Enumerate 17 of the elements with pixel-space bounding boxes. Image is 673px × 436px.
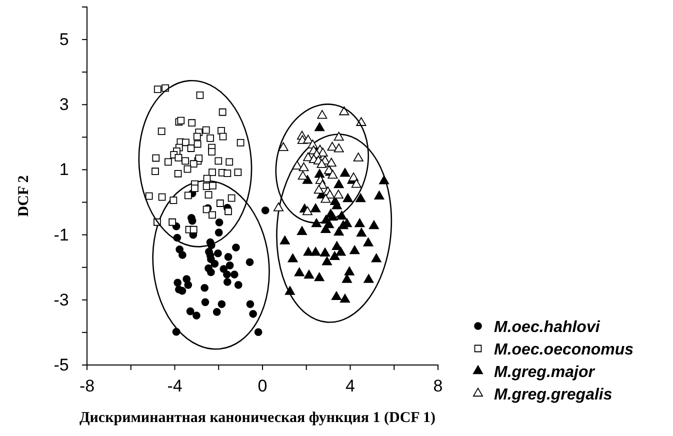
legend-label: M.greg.gregalis (494, 386, 612, 404)
legend-label: M.oec.hahlovi (494, 319, 600, 336)
y-axis-title: DCF 2 (16, 175, 32, 217)
y-tick-label: -3 (54, 290, 69, 310)
y-tick-label: 1 (59, 160, 69, 180)
x-tick-label: 4 (346, 376, 355, 396)
y-tick-label: -5 (54, 355, 69, 374)
x-tick-label: 0 (258, 376, 268, 396)
x-axis-title: Дискриминантная каноническая функция 1 (DCF 1) (79, 410, 436, 426)
y-tick-label: -1 (54, 225, 69, 244)
x-tick-label: -8 (79, 376, 95, 396)
y-tick-label: 3 (59, 95, 69, 114)
x-tick-label: 8 (433, 376, 443, 396)
y-tick-label: 5 (59, 30, 69, 49)
legend-label: M.greg.major (494, 364, 596, 381)
x-tick-label: -4 (167, 376, 182, 396)
legend-label: M.oec.oeconomus (494, 342, 634, 358)
